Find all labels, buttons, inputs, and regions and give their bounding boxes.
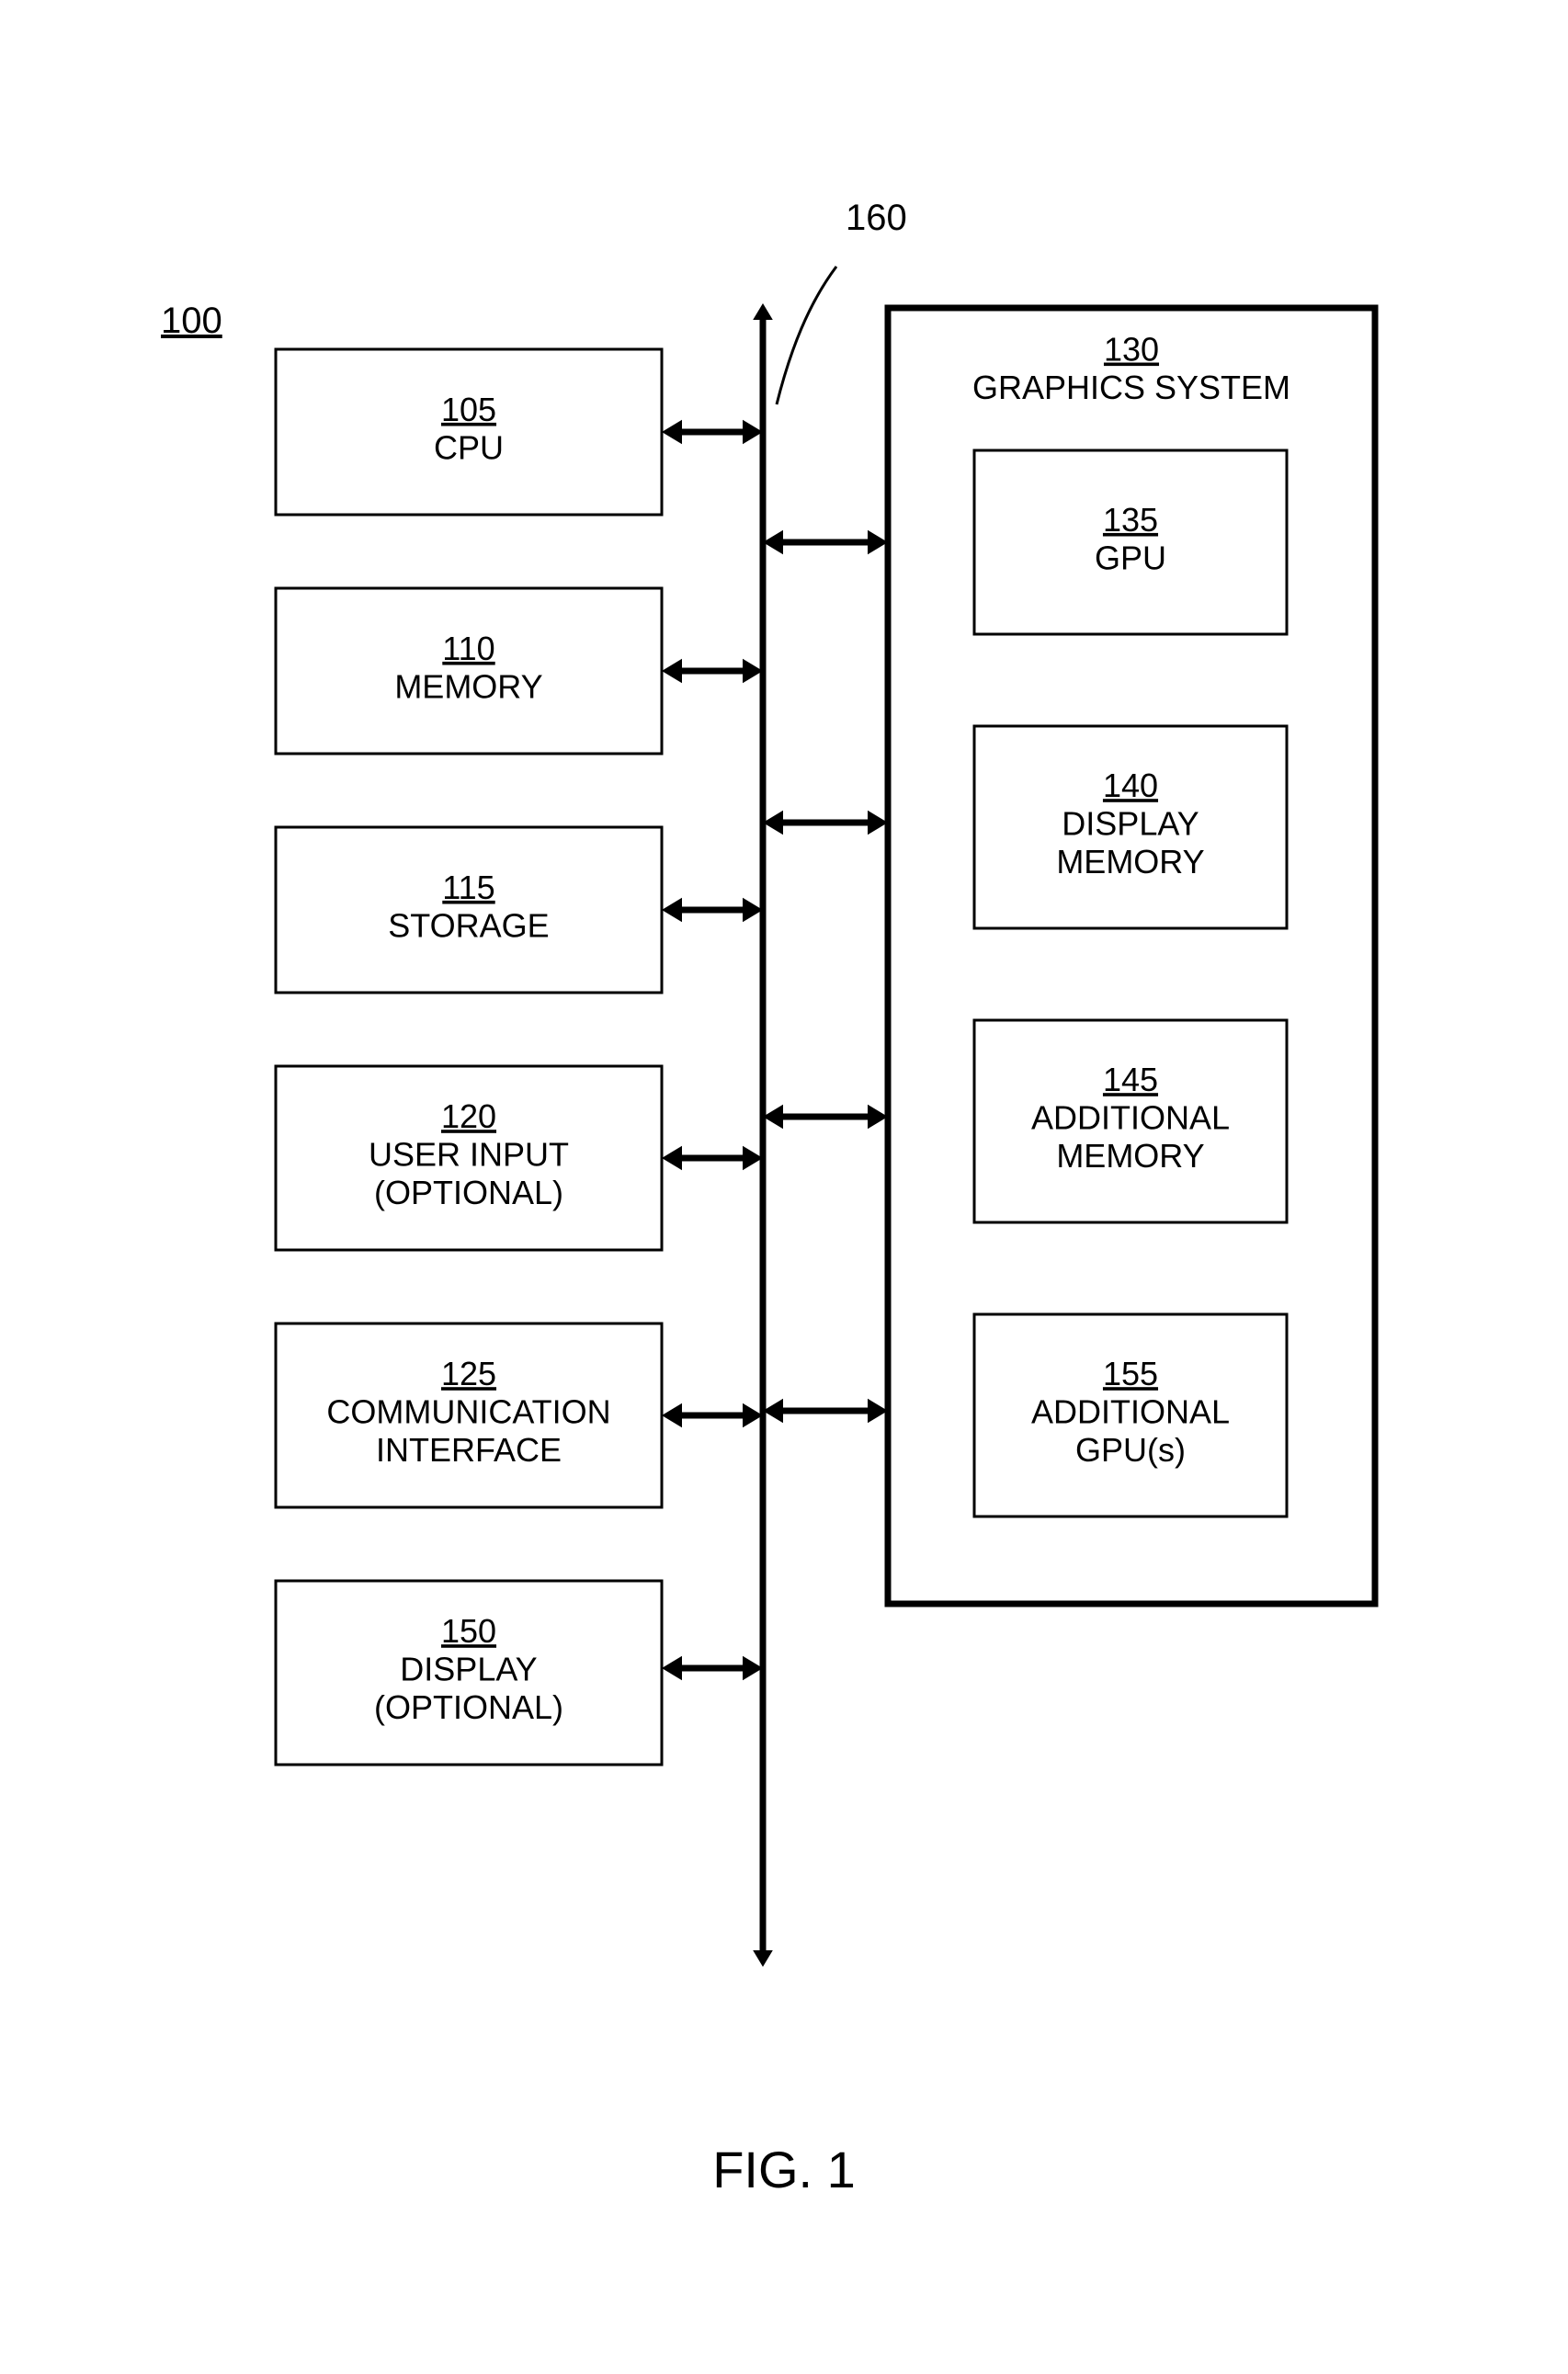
block-addgpu-label-line-2: GPU(s) — [1075, 1431, 1186, 1469]
arrow-storage-bus — [662, 898, 763, 922]
arrow-display-bus — [662, 1656, 763, 1680]
block-addgpu-label-line-0: 155 — [1103, 1355, 1158, 1392]
arrow-userin-bus — [662, 1146, 763, 1170]
figure-ref-100: 100 — [161, 301, 222, 341]
block-addgpu-label-line-1: ADDITIONAL — [1031, 1393, 1230, 1431]
block-storage-label-line-0: 115 — [442, 869, 494, 906]
arrow-bus-addgpu — [763, 1399, 888, 1423]
block-memory-label-line-0: 110 — [442, 630, 494, 667]
bus-ref-leader — [777, 267, 836, 404]
block-memory-label-line-1: MEMORY — [394, 667, 542, 705]
block-gpu-label-line-0: 135 — [1103, 501, 1158, 539]
block-userin-label-line-2: (OPTIONAL) — [374, 1174, 563, 1211]
arrow-bus-gpu — [763, 530, 888, 554]
block-addmem-label-line-2: MEMORY — [1056, 1137, 1204, 1175]
block-dispmem-label-line-0: 140 — [1103, 767, 1158, 804]
block-comm-label-line-1: COMMUNICATION — [326, 1393, 610, 1431]
block-userin-label-line-0: 120 — [441, 1097, 496, 1135]
graphics-system-title-line-0: 130 — [1104, 331, 1159, 369]
block-display-label-line-1: DISPLAY — [400, 1651, 537, 1688]
block-addmem-label-line-1: ADDITIONAL — [1031, 1099, 1230, 1137]
block-gpu-label-line-1: GPU — [1095, 539, 1166, 576]
arrow-memory-bus — [662, 659, 763, 683]
block-cpu-label-line-0: 105 — [441, 391, 496, 428]
figure-caption: FIG. 1 — [712, 2141, 856, 2198]
block-comm-label-line-0: 125 — [441, 1355, 496, 1392]
block-userin-label-line-1: USER INPUT — [369, 1136, 569, 1174]
block-dispmem-label-line-1: DISPLAY — [1062, 805, 1199, 843]
block-dispmem-label-line-2: MEMORY — [1056, 843, 1204, 880]
arrow-bus-addmem — [763, 1105, 888, 1129]
block-addmem-label-line-0: 145 — [1103, 1061, 1158, 1098]
block-display-label-line-2: (OPTIONAL) — [374, 1688, 563, 1726]
arrow-cpu-bus — [662, 420, 763, 444]
graphics-system-title-line-1: GRAPHICS SYSTEM — [972, 369, 1290, 406]
block-comm-label-line-2: INTERFACE — [376, 1431, 562, 1469]
block-cpu-label-line-1: CPU — [434, 428, 504, 466]
arrow-comm-bus — [662, 1403, 763, 1427]
bus-ref-160: 160 — [846, 198, 907, 238]
bus-line — [753, 303, 773, 1967]
block-storage-label-line-1: STORAGE — [388, 906, 549, 944]
arrow-bus-dispmem — [763, 811, 888, 835]
block-display-label-line-0: 150 — [441, 1612, 496, 1650]
